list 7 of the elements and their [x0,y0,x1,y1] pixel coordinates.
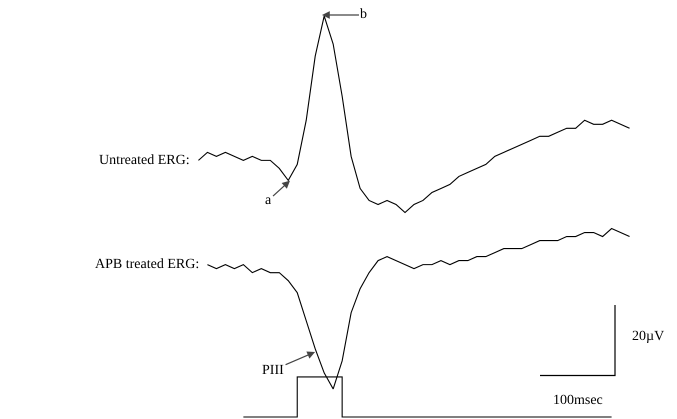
annotation: PIII [262,363,284,378]
series-label: APB treated ERG: [95,257,200,272]
annotation: a [265,193,272,208]
series-label: Untreated ERG: [99,153,190,168]
annotation: 100msec [553,393,603,408]
annotation: b [360,7,367,22]
annotation: 20µV [632,329,664,344]
